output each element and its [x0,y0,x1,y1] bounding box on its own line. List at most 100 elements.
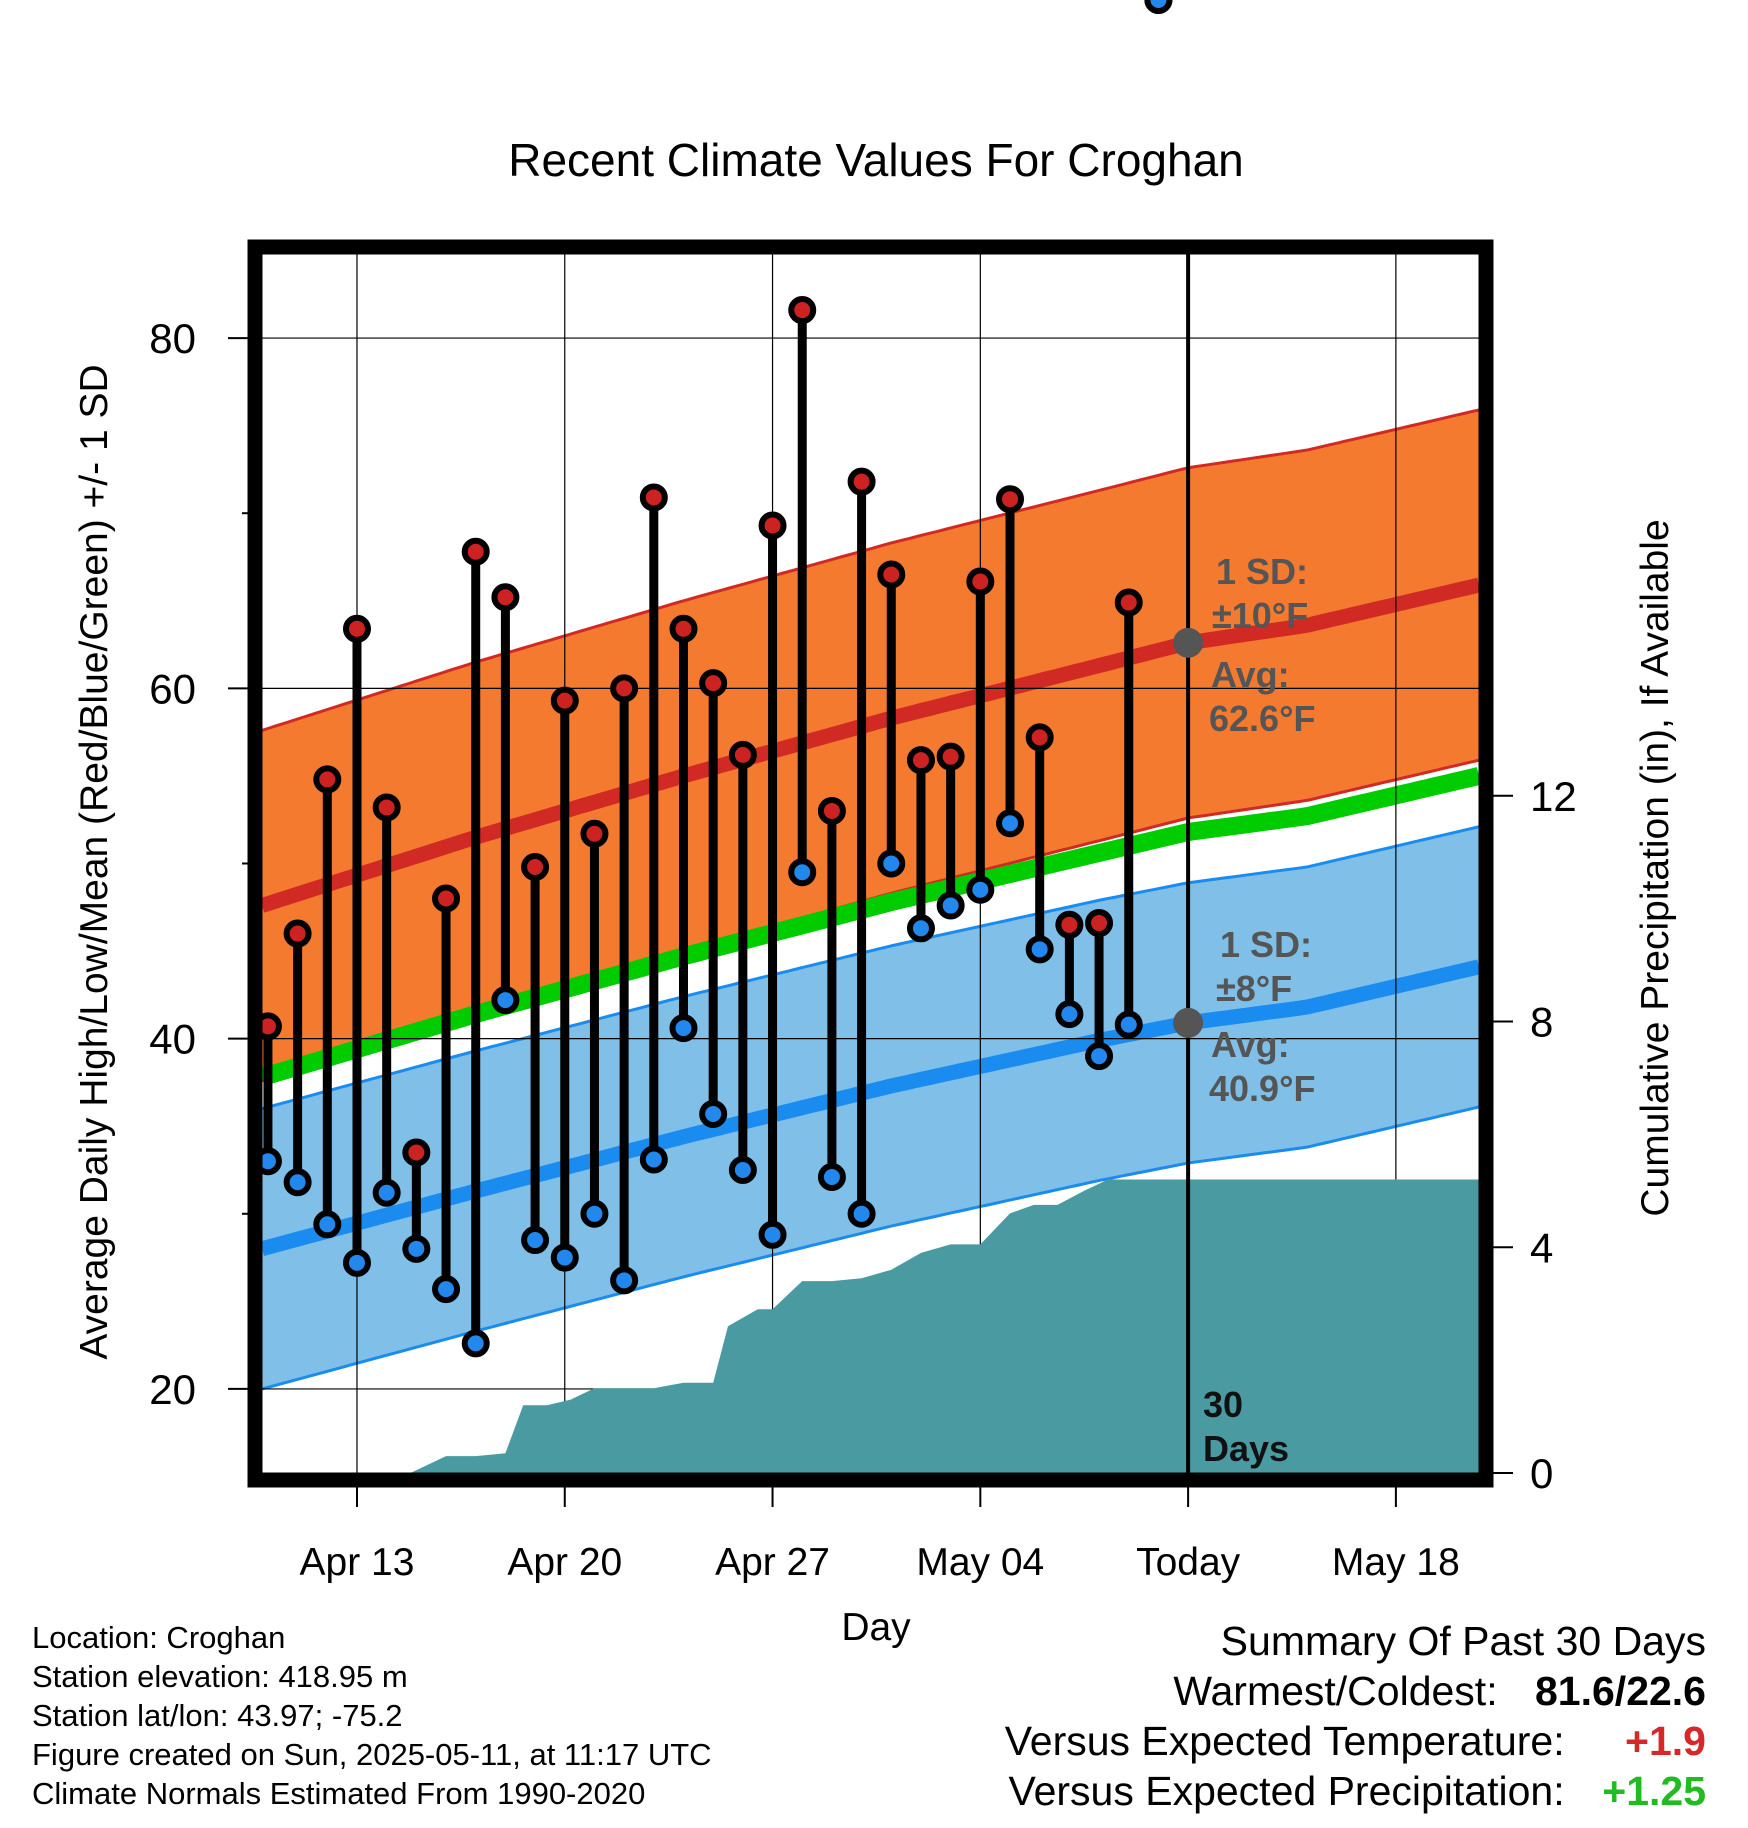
observed-low-point [728,1156,757,1185]
observed-high-point [877,560,906,589]
normal-mean-line [262,767,1479,1086]
observed-high-point [610,674,639,703]
summary-precip-row: Versus Expected Precipitation: +1.25 [1005,1766,1707,1816]
observed-high-point [906,746,935,775]
precip-value: +1.25 [1602,1768,1706,1814]
x-tick-label: Apr 20 [507,1541,622,1584]
observed-low-point [788,858,817,887]
station-info: Location: Croghan Station elevation: 418… [32,1618,712,1813]
location-text: Location: Croghan [32,1620,286,1655]
observed-low-point [817,1163,846,1192]
summary-title: Summary Of Past 30 Days [1220,1618,1706,1664]
x-tick-label: Apr 27 [715,1541,830,1584]
observed-high-point [550,686,579,715]
y2-tick-label: 12 [1530,773,1577,820]
high-avg-value: 62.6°F [1209,698,1315,739]
observed-high-point [1085,909,1114,938]
observed-high-point [758,511,787,540]
observed-low-point [1025,935,1054,964]
observed-high-point [817,796,846,825]
summary-warmest-row: Warmest/Coldest: 81.6/22.6 [1005,1666,1706,1716]
observed-low-point [847,1199,876,1228]
observed-low-point [313,1210,342,1239]
observed-low-point [550,1243,579,1272]
observed-high-point [580,819,609,848]
observed-high-point [432,884,461,913]
today-label-line-1: 30 [1203,1384,1243,1425]
y2-tick-label: 0 [1530,1450,1553,1497]
observed-high-point [1055,910,1084,939]
observed-high-point [847,467,876,496]
observed-low-point [936,891,965,920]
observed-low-point [580,1199,609,1228]
y-tick-label: 80 [149,315,196,362]
observed-high-point [936,742,965,771]
x-tick-label: May 18 [1332,1541,1460,1584]
observed-low-point [639,1145,668,1174]
temp-label: Versus Expected Temperature: [1004,1718,1565,1764]
observed-high-point [402,1138,431,1167]
observed-low-point [669,1014,698,1043]
y-axis-label: Average Daily High/Low/Mean (Red/Blue/Gr… [73,364,116,1359]
observed-low-point [877,849,906,878]
high-band-upper-edge [262,408,1479,732]
observed-high-point [342,614,371,643]
x-tick-label: Today [1136,1541,1241,1584]
observed-high-point [639,483,668,512]
normals-text: Climate Normals Estimated From 1990-2020 [32,1776,646,1811]
warmest-value: 81.6/22.6 [1535,1668,1706,1714]
axes: 20 40 60 80 0 4 8 12 Apr 13 Apr 20 Apr 27 May 04 Tod… [149,239,1577,1584]
temp-value: +1.9 [1625,1718,1706,1764]
observed-low-point [372,1178,401,1207]
x-tick-label: May 04 [916,1541,1044,1584]
warmest-label: Warmest/Coldest: [1173,1668,1498,1714]
observed-low-point [402,1234,431,1263]
low-sd-value: ±8°F [1216,968,1292,1009]
precip-label: Versus Expected Precipitation: [1008,1768,1565,1814]
observed-high-point [728,740,757,769]
observed-high-point [491,583,520,612]
observed-low-point [610,1266,639,1295]
observed-low-point [996,809,1025,838]
summary-panel: Summary Of Past 30 Days Warmest/Coldest:… [1005,1616,1706,1816]
normal-low-today-marker [1173,1007,1204,1038]
observed-low-point [432,1275,461,1304]
observed-high-point [669,614,698,643]
low-band-upper-edge [262,825,1479,1111]
y2-tick-label: 8 [1530,999,1553,1046]
observed-low-point [1114,1010,1143,1039]
summary-temp-row: Versus Expected Temperature: +1.9 [1005,1716,1706,1766]
annotations: 1 SD: ±10°F Avg: 62.6°F 1 SD: ±8°F Avg: … [1203,551,1315,1469]
observed-high-point [996,485,1025,514]
observed-high-point [313,765,342,794]
observed-high-point [1025,723,1054,752]
observed-high-point [461,537,490,566]
observed-low-point [699,1099,728,1128]
created-text: Figure created on Sun, 2025-05-11, at 11… [32,1737,712,1772]
observed-high-point [521,853,550,882]
elevation-text: Station elevation: 418.95 m [32,1659,408,1694]
y2-tick-label: 4 [1530,1224,1553,1271]
observed-low-point [1085,1042,1114,1071]
low-avg-value: 40.9°F [1209,1068,1315,1109]
observed-low-point [461,1329,490,1358]
low-sd-label: 1 SD: [1220,924,1312,965]
observed-high-point [966,567,995,596]
observed-low-point [1144,0,1173,14]
today-label-line-2: Days [1203,1428,1289,1469]
cumulative-precip-area [262,1179,1479,1473]
x-tick-label: Apr 13 [300,1541,415,1584]
precipitation-area [262,1179,1479,1473]
observed-high-point [699,669,728,698]
chart-title: Recent Climate Values For Croghan [508,134,1243,186]
normal-high-today-marker [1173,627,1204,658]
observed-low-point [491,986,520,1015]
high-avg-label: Avg: [1211,654,1290,695]
high-sd-label: 1 SD: [1216,551,1308,592]
normal-high-line [262,577,1479,913]
low-avg-label: Avg: [1211,1024,1290,1065]
low-band-lower-edge [262,1105,1479,1391]
observed-high-point [1114,588,1143,617]
observed-low-point [906,914,935,943]
y-tick-label: 60 [149,665,196,712]
